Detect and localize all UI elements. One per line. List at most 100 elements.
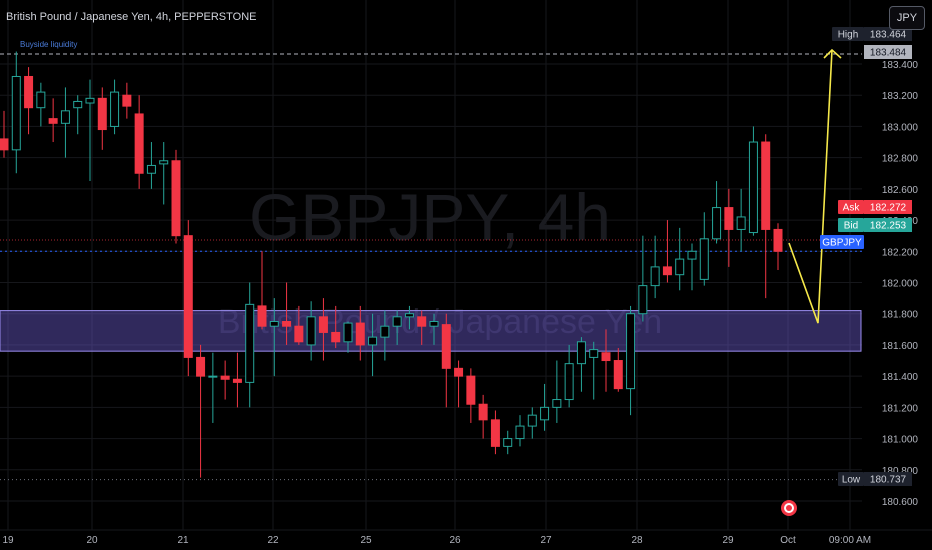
candle-body[interactable] xyxy=(122,94,132,107)
candle-body[interactable] xyxy=(552,399,562,408)
candle-body[interactable] xyxy=(36,91,46,109)
candle-body[interactable] xyxy=(220,375,230,380)
candle-body[interactable] xyxy=(527,414,537,427)
demand-zone[interactable] xyxy=(0,310,862,352)
price-axis-label: 182.800 xyxy=(882,154,919,165)
candle-body[interactable] xyxy=(355,322,365,346)
candle-body[interactable] xyxy=(196,356,206,377)
candle-body[interactable] xyxy=(515,425,525,440)
candle-body[interactable] xyxy=(232,378,242,383)
record-icon[interactable] xyxy=(781,500,797,516)
high-tag-value: 183.464 xyxy=(870,30,907,41)
projection-path[interactable] xyxy=(788,49,833,324)
candle-body[interactable] xyxy=(0,138,9,151)
candle-body[interactable] xyxy=(417,316,427,327)
candle-body[interactable] xyxy=(675,258,685,276)
time-axis-label: 21 xyxy=(177,535,189,546)
ask-tag-label-bg xyxy=(838,200,864,214)
candle-body[interactable] xyxy=(613,360,623,390)
candle-body[interactable] xyxy=(576,341,586,365)
price-axis-label: 183.000 xyxy=(882,122,919,133)
candle-body[interactable] xyxy=(294,325,304,343)
candle-body[interactable] xyxy=(540,406,550,421)
candle-body[interactable] xyxy=(773,228,783,252)
price-axis-label: 180.600 xyxy=(882,497,919,508)
candle-body[interactable] xyxy=(761,141,771,230)
candle-body[interactable] xyxy=(171,160,181,237)
watermark-symbol: GBPJPY, 4h xyxy=(249,180,611,254)
candle-body[interactable] xyxy=(282,321,292,327)
candle-body[interactable] xyxy=(318,316,328,333)
candle-body[interactable] xyxy=(97,97,107,131)
projection-arrowhead xyxy=(823,48,842,59)
candle-body[interactable] xyxy=(441,324,451,369)
candle-body[interactable] xyxy=(490,419,500,447)
price-axis-label: 181.200 xyxy=(882,403,919,414)
candle-body[interactable] xyxy=(48,118,58,124)
candle-body[interactable] xyxy=(73,100,83,109)
candle-body[interactable] xyxy=(208,375,218,378)
price-axis[interactable] xyxy=(862,0,932,550)
candle-body[interactable] xyxy=(503,438,513,447)
price-axis-label: 183.400 xyxy=(882,60,919,71)
time-axis-label: 26 xyxy=(449,535,461,546)
time-axis-label: 29 xyxy=(722,535,734,546)
candle-body[interactable] xyxy=(60,110,70,124)
bid-tag-value-bg xyxy=(864,218,912,232)
candle-body[interactable] xyxy=(269,321,279,327)
candle-body[interactable] xyxy=(564,363,574,401)
candle-body[interactable] xyxy=(392,316,402,327)
candle-body[interactable] xyxy=(748,141,758,234)
candle-body[interactable] xyxy=(712,207,722,240)
candle-body[interactable] xyxy=(368,336,378,346)
candle-body[interactable] xyxy=(245,303,255,383)
candle-body[interactable] xyxy=(85,97,95,104)
candle-body[interactable] xyxy=(24,75,34,109)
chart-title: British Pound / Japanese Yen, 4h, PEPPER… xyxy=(6,11,257,23)
high-marker-value: 183.484 xyxy=(870,48,907,59)
low-tag-value-bg xyxy=(864,472,912,486)
candle-body[interactable] xyxy=(478,403,488,421)
ask-tag-value-bg xyxy=(864,200,912,214)
candle-body[interactable] xyxy=(699,238,709,280)
time-axis-label: 20 xyxy=(86,535,98,546)
price-axis-label: 182.200 xyxy=(882,247,919,258)
candle-body[interactable] xyxy=(736,216,746,230)
candle-body[interactable] xyxy=(466,375,476,405)
time-axis-label: 22 xyxy=(267,535,279,546)
candle-body[interactable] xyxy=(662,266,672,276)
candle-body[interactable] xyxy=(687,250,697,260)
candle-body[interactable] xyxy=(454,367,464,377)
price-axis-label: 182.600 xyxy=(882,185,919,196)
high-marker-bg xyxy=(864,45,912,59)
currency-button[interactable]: JPY xyxy=(889,6,925,30)
buyside-liquidity-label: Buyside liquidity xyxy=(20,40,77,49)
candle-body[interactable] xyxy=(404,313,414,318)
candle-body[interactable] xyxy=(638,285,648,315)
watermark-name: British Pound / Japanese Yen xyxy=(218,303,662,341)
candle-body[interactable] xyxy=(626,313,636,390)
candle-body[interactable] xyxy=(650,266,660,287)
candle-body[interactable] xyxy=(343,322,353,343)
symbol-tag-label-bg xyxy=(820,235,864,249)
candle-body[interactable] xyxy=(134,113,144,174)
candle-body[interactable] xyxy=(110,91,120,127)
candle-body[interactable] xyxy=(146,164,156,174)
candle-body[interactable] xyxy=(159,160,169,165)
candle-body[interactable] xyxy=(11,75,21,151)
candle-body[interactable] xyxy=(331,331,341,343)
candle-body[interactable] xyxy=(429,321,439,327)
time-axis-label: 27 xyxy=(540,535,552,546)
candle-body[interactable] xyxy=(724,207,734,230)
bid-tag-value: 182.253 xyxy=(870,221,907,232)
price-axis-label: 182.000 xyxy=(882,278,919,289)
candle-body[interactable] xyxy=(257,305,267,327)
candle-body[interactable] xyxy=(589,349,599,358)
candle-body[interactable] xyxy=(601,352,611,362)
price-axis-label: 183.200 xyxy=(882,91,919,102)
candle-body[interactable] xyxy=(380,325,390,338)
candle-body[interactable] xyxy=(183,235,193,358)
candle-body[interactable] xyxy=(306,316,316,346)
